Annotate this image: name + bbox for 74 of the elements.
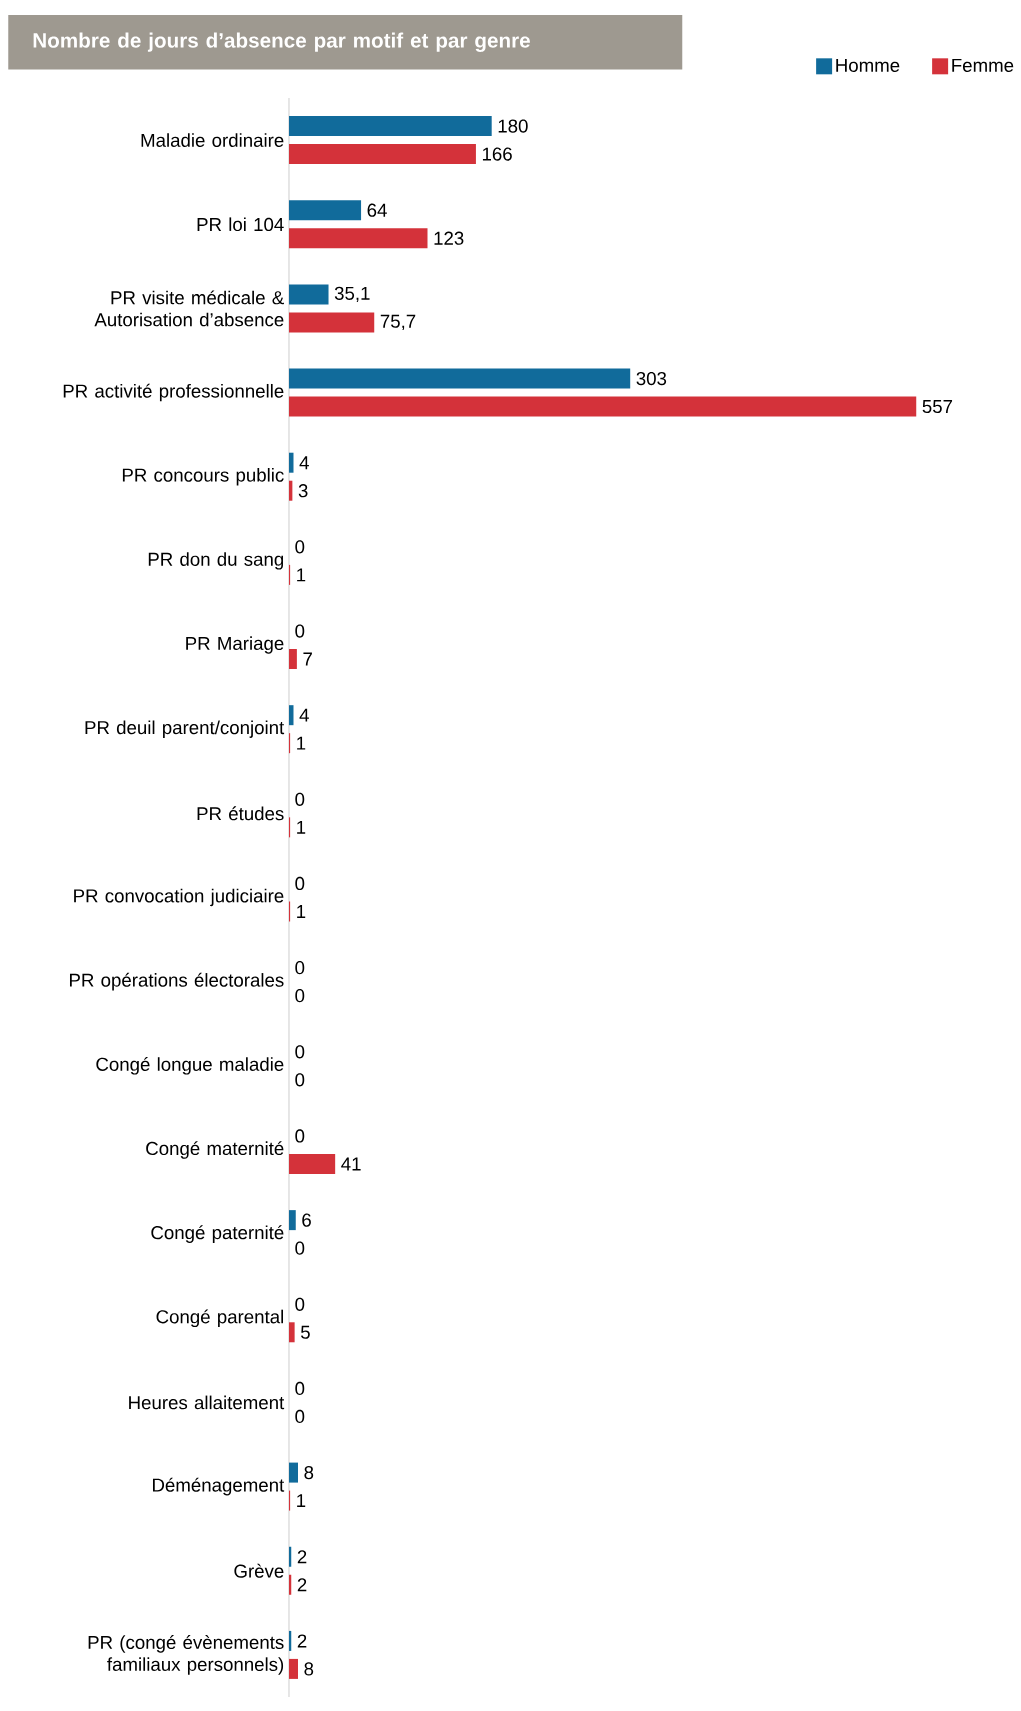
y-tick-label: Heures allaitement: [129, 1395, 285, 1410]
data-label: 1: [297, 736, 306, 750]
legend-label: Femme: [952, 58, 1014, 72]
y-tick-label: Maladie ordinaire: [141, 133, 284, 147]
bar: [289, 1322, 295, 1343]
data-label: 0: [295, 1241, 305, 1255]
data-label: 180: [498, 119, 528, 133]
data-label: 2: [297, 1578, 307, 1592]
data-label: 8: [304, 1662, 314, 1676]
y-tick-label: Congé longue maladie: [96, 1056, 284, 1075]
data-label: 1: [297, 905, 306, 918]
data-label: 303: [636, 371, 667, 386]
data-label: 0: [295, 1297, 305, 1311]
bar: [289, 284, 329, 305]
data-label: 35,1: [334, 286, 370, 303]
y-tick-label: PR don du sang: [148, 552, 284, 570]
data-label: 0: [295, 792, 305, 806]
bar: [289, 144, 476, 165]
y-tick-label: Congé maternité: [146, 1141, 284, 1159]
data-label: 0: [295, 1409, 305, 1424]
data-label: 0: [295, 989, 305, 1003]
y-tick-label: PR Mariage: [186, 636, 284, 654]
y-tick-label: Grève: [234, 1563, 284, 1578]
bar: [289, 200, 362, 221]
y-tick-label: PR convocation judiciaire: [74, 888, 284, 907]
bar: [289, 228, 428, 249]
data-label: 0: [295, 1381, 305, 1396]
data-label: 0: [295, 1045, 305, 1059]
data-label: 1: [297, 820, 306, 834]
data-label: 1: [297, 1494, 306, 1508]
data-label: 166: [482, 147, 512, 161]
data-label: 3: [298, 484, 308, 498]
data-label: 8: [304, 1465, 314, 1480]
y-tick-label: PR études: [197, 806, 284, 821]
data-label: 2: [297, 1634, 307, 1648]
data-label: 75,7: [380, 314, 416, 331]
data-label: 5: [300, 1325, 310, 1339]
data-label: 6: [302, 1213, 311, 1227]
y-tick-label: PR visite médicale & Autorisation d’absence: [94, 290, 284, 327]
bar: [289, 312, 375, 333]
data-label: 123: [434, 231, 464, 245]
data-label: 0: [295, 1073, 305, 1087]
data-label: 0: [295, 961, 305, 975]
chart-title: Nombre de jours d’absence par motif et par genre: [33, 32, 530, 52]
bar: [289, 1658, 298, 1679]
y-tick-label: PR concours public: [122, 468, 284, 486]
data-label: 7: [303, 652, 312, 666]
y-tick-label: PR (congé évènements familiaux personnels): [88, 1635, 284, 1675]
y-tick-label: Déménagement: [152, 1477, 285, 1496]
y-tick-label: Congé paternité: [151, 1225, 284, 1243]
y-tick-label: PR loi 104: [197, 217, 284, 232]
data-label: 2: [297, 1550, 307, 1564]
data-label: 0: [295, 540, 305, 554]
data-label: 41: [341, 1157, 361, 1171]
bar: [289, 396, 917, 417]
bar: [289, 1153, 336, 1174]
data-label: 64: [367, 203, 387, 217]
data-label: 0: [295, 1129, 305, 1143]
data-label: 1: [297, 568, 306, 582]
bar: [289, 1210, 296, 1231]
data-label: 557: [922, 400, 953, 414]
bar: [289, 368, 631, 389]
y-tick-label: PR deuil parent/conjoint: [85, 720, 285, 738]
y-tick-label: PR opérations électorales: [69, 972, 284, 991]
data-label: 4: [299, 456, 309, 470]
y-tick-label: Congé parental: [156, 1309, 284, 1328]
bar: [289, 1462, 298, 1483]
bar: [289, 649, 297, 670]
legend-label: Homme: [836, 58, 900, 72]
bar: [289, 116, 492, 137]
data-label: 4: [299, 708, 309, 722]
data-label: 0: [295, 876, 305, 891]
y-tick-label: PR activité professionnelle: [63, 383, 284, 402]
data-label: 0: [295, 624, 305, 638]
